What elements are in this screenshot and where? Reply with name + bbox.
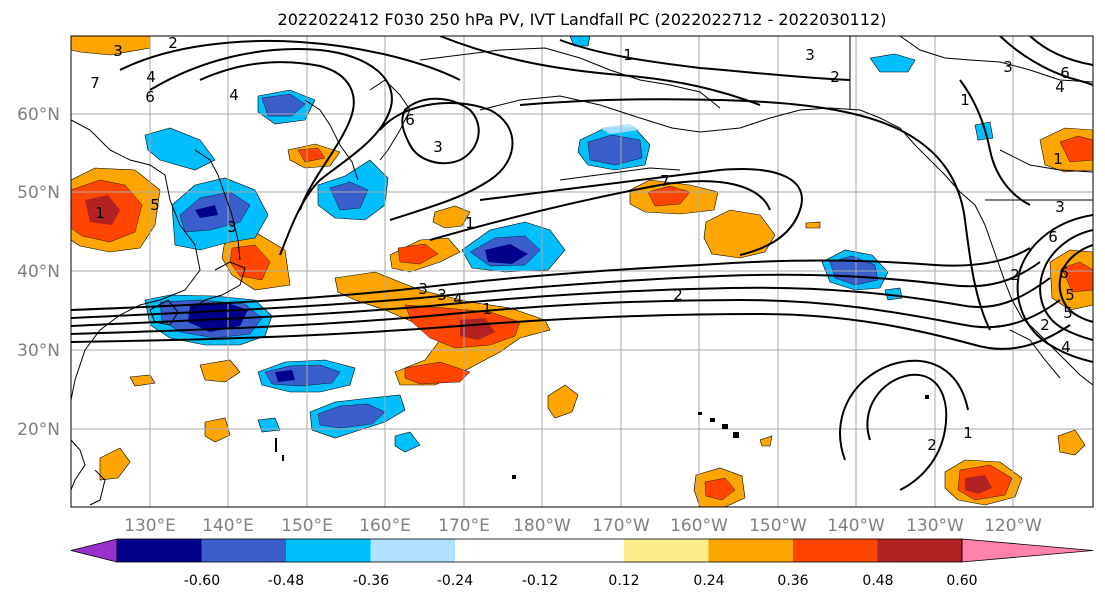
colorbar-segment <box>539 539 625 562</box>
contour-label: 5 <box>1063 304 1073 322</box>
colorbar-segment <box>793 539 878 562</box>
contour-label: 2 <box>1040 316 1050 334</box>
lon-label: 140°W <box>827 516 885 536</box>
longitude-labels: 130°E 140°E 150°E 160°E 170°E 180°W 170°… <box>124 516 1042 536</box>
contour-label: 6 <box>405 111 415 129</box>
contour-label: 6 <box>145 88 155 106</box>
lat-label: 30°N <box>17 341 60 361</box>
contour-label: 1 <box>95 204 105 222</box>
colorbar-segment <box>370 539 456 562</box>
lat-label: 40°N <box>17 262 60 282</box>
contour-label: 2 <box>1010 266 1020 284</box>
contour-label: 7 <box>660 172 670 190</box>
pv-anomaly-shading <box>71 36 1093 507</box>
contour-label: 2 <box>830 68 840 86</box>
colorbar-tick-label: -0.60 <box>184 573 220 589</box>
ivt-contours <box>71 36 1093 491</box>
contour-label: 4 <box>1061 338 1071 356</box>
islands <box>275 395 929 479</box>
lon-label: 120°W <box>984 516 1042 536</box>
lon-label: 130°W <box>906 516 964 536</box>
lon-label: 180°W <box>513 516 571 536</box>
lon-label: 170°E <box>438 516 490 536</box>
colorbar-tick-label: 0.12 <box>608 573 639 589</box>
contour-label: 4 <box>453 290 463 308</box>
map-frame <box>70 35 1094 508</box>
lon-label: 130°E <box>124 516 176 536</box>
contour-label: 3 <box>1003 58 1013 76</box>
contour-label: 4 <box>229 86 239 104</box>
lat-label: 20°N <box>17 420 60 440</box>
contour-label: 4 <box>1055 78 1065 96</box>
colorbar-tick-label: -0.12 <box>522 573 558 589</box>
contour-label: 3 <box>418 280 428 298</box>
contour-label: 3 <box>805 46 815 64</box>
lat-label: 50°N <box>17 183 60 203</box>
contour-label: 7 <box>90 74 100 92</box>
contour-label: 1 <box>623 46 633 64</box>
contour-label: 1 <box>960 91 970 109</box>
lon-label: 160°E <box>359 516 411 536</box>
contour-label: 5 <box>150 196 160 214</box>
contour-label: 1 <box>1053 150 1063 168</box>
colorbar <box>70 538 1094 563</box>
colorbar-segment <box>117 539 202 562</box>
colorbar-outline <box>116 538 963 563</box>
contour-label: 5 <box>1065 286 1075 304</box>
lon-label: 150°E <box>281 516 333 536</box>
lat-label: 60°N <box>17 105 60 125</box>
colorbar-tick-label: 0.24 <box>693 573 724 589</box>
contour-label: 4 <box>146 68 156 86</box>
contour-label: 6 <box>1060 64 1070 82</box>
figure-title: 2022022412 F030 250 hPa PV, IVT Landfall… <box>278 10 887 29</box>
colorbar-segment <box>286 539 371 562</box>
colorbar-segment <box>455 539 540 562</box>
contour-label: 1 <box>963 424 973 442</box>
colorbar-tick-label: -0.24 <box>437 573 473 589</box>
colorbar-segment <box>877 539 963 562</box>
contour-label: 3 <box>1055 198 1065 216</box>
colorbar-tick-label: 0.36 <box>777 573 808 589</box>
contour-label: 2 <box>673 286 683 304</box>
colorbar-tick-label: 0.48 <box>862 573 893 589</box>
contour-label: 3 <box>437 286 447 304</box>
colorbar-segment <box>708 539 794 562</box>
lon-label: 160°W <box>670 516 728 536</box>
colorbar-segment <box>201 539 287 562</box>
colorbar-tick-label: -0.48 <box>268 573 304 589</box>
lon-label: 140°E <box>202 516 254 536</box>
colorbar-tick-labels: -0.60 -0.48 -0.36 -0.24 -0.12 0.12 0.24 … <box>184 573 978 589</box>
contour-label: 2 <box>927 436 937 454</box>
colorbar-extend-max <box>961 538 1094 563</box>
colorbar-tick-label: -0.36 <box>353 573 389 589</box>
contour-label: 2 <box>168 34 178 52</box>
contour-label: 3 <box>227 218 237 236</box>
contour-label: 6 <box>1048 228 1058 246</box>
contour-label: 1 <box>465 214 475 232</box>
map-gridlines <box>71 36 1093 507</box>
latitude-labels: 60°N 50°N 40°N 30°N 20°N <box>17 105 60 440</box>
lon-label: 150°W <box>749 516 807 536</box>
colorbar-segment <box>624 539 709 562</box>
lon-label: 170°W <box>592 516 650 536</box>
contour-label: 3 <box>113 42 123 60</box>
contour-label: 3 <box>433 138 443 156</box>
contour-label: 6 <box>1059 264 1069 282</box>
colorbar-extend-min <box>70 538 118 563</box>
colorbar-tick-label: 0.60 <box>946 573 977 589</box>
contour-label: 1 <box>482 300 492 318</box>
